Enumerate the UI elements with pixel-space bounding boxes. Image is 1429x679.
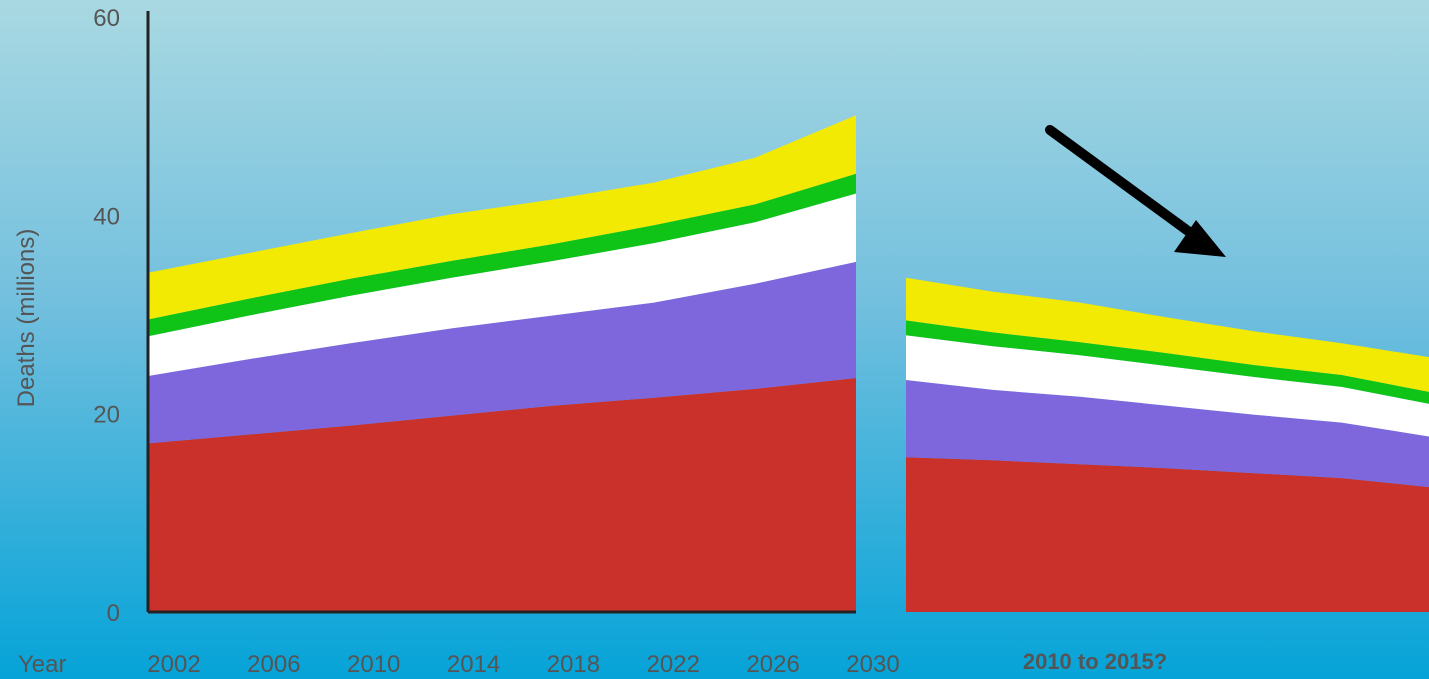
- inset-series-2-area: [906, 380, 1429, 488]
- main-stacked-areas: [148, 115, 856, 612]
- x-tick-label: 2022: [647, 651, 700, 678]
- x-tick-labels: 2002 2006 2010 2014 2018 2022 2026 2030: [147, 651, 899, 678]
- main-series-2-area: [148, 261, 856, 444]
- y-tick-label: 0: [107, 600, 120, 627]
- main-series-3-area: [148, 193, 856, 376]
- inset-stacked-areas: [906, 277, 1429, 612]
- y-tick-label: 40: [93, 203, 120, 230]
- downward-arrow-icon: [1045, 125, 1226, 257]
- inset-series-5-area: [906, 277, 1429, 392]
- main-series-4-area: [148, 173, 856, 337]
- main-series-5-area: [148, 115, 856, 320]
- trend-question-label: 2010 to 2015?: [1023, 649, 1167, 674]
- x-tick-label: 2026: [746, 651, 799, 678]
- x-tick-label: 2018: [547, 651, 600, 678]
- inset-series-3-area: [906, 335, 1429, 437]
- x-tick-label: 2014: [447, 651, 500, 678]
- x-tick-label: 2006: [247, 651, 300, 678]
- x-tick-label: 2002: [147, 651, 200, 678]
- main-series-1-area: [148, 378, 856, 612]
- inset-series-1-area: [906, 457, 1429, 612]
- x-tick-label: 2010: [347, 651, 400, 678]
- y-tick-labels: 0 20 40 60: [93, 5, 120, 627]
- x-axis-title: Year: [18, 651, 67, 678]
- x-tick-label: 2030: [846, 651, 899, 678]
- y-tick-label: 20: [93, 402, 120, 429]
- y-tick-label: 60: [93, 5, 120, 32]
- inset-series-4-area: [906, 320, 1429, 404]
- y-axis-title: Deaths (millions): [13, 229, 40, 408]
